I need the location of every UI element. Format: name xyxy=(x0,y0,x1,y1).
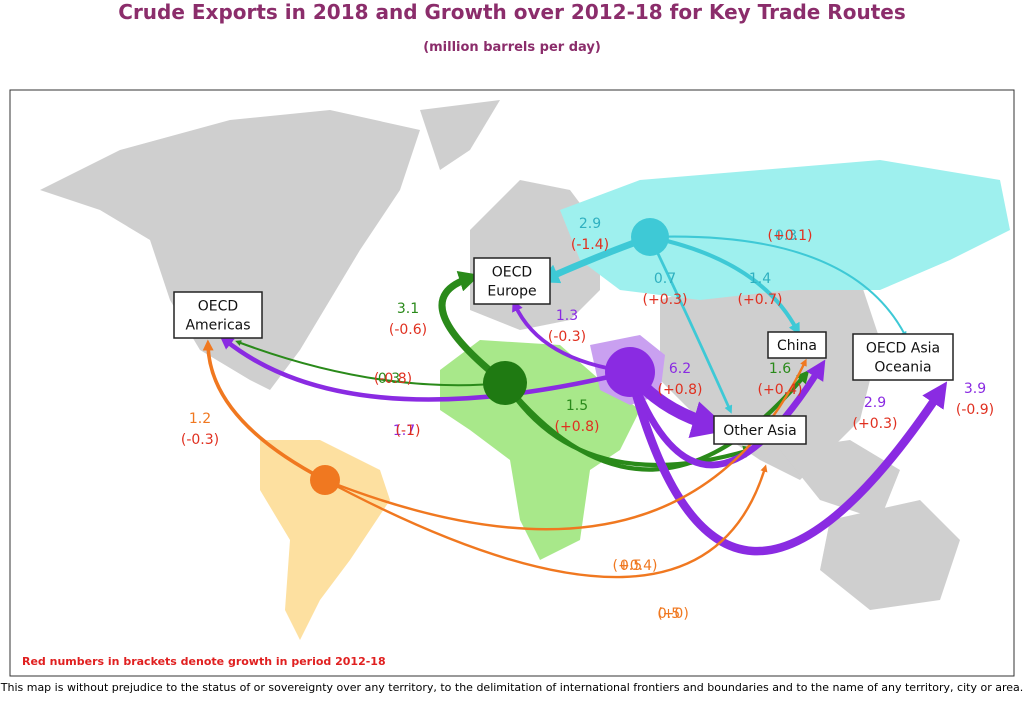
destination-box: OECD Americas xyxy=(173,291,263,339)
flow-value: 1.2 xyxy=(189,411,211,427)
disclaimer: This map is without prejudice to the sta… xyxy=(0,681,1024,694)
destination-frame xyxy=(473,257,551,305)
flow-growth: (+0.3) xyxy=(853,416,898,432)
destination-label: OECD xyxy=(198,299,238,315)
footnote: Red numbers in brackets denote growth in… xyxy=(22,655,386,668)
origin-node xyxy=(310,465,340,495)
flow-value: 0.7 xyxy=(654,271,676,287)
destination-label: Other Asia xyxy=(723,423,797,439)
destination-label: Oceania xyxy=(874,360,931,376)
flow-value: 0.5 xyxy=(620,558,642,574)
flow-value: 1.3 xyxy=(556,308,578,324)
flow-value: 6.2 xyxy=(669,361,691,377)
flow-arrow xyxy=(235,340,506,387)
flow-growth: (+0.8) xyxy=(658,382,703,398)
flow-growth: (-1.4) xyxy=(571,237,609,253)
flow-growth: (-0.9) xyxy=(956,402,994,418)
flow-value: 1.5 xyxy=(566,398,588,414)
north-america xyxy=(40,110,420,390)
greenland xyxy=(420,100,500,170)
flow-growth: (+0.4) xyxy=(758,382,803,398)
title: Crude Exports in 2018 and Growth over 20… xyxy=(118,0,906,24)
origin-node xyxy=(605,347,655,397)
flow-value: 3.1 xyxy=(397,301,419,317)
destination-label: China xyxy=(777,338,817,354)
flow-growth: (+0.8) xyxy=(555,419,600,435)
flow-arrow xyxy=(648,236,733,414)
flow-growth: (+0.3) xyxy=(643,292,688,308)
flow-growth: (-0.3) xyxy=(548,329,586,345)
flow-arrow xyxy=(324,464,768,579)
destination-label: OECD xyxy=(492,265,532,281)
flow-value: 0.3 xyxy=(775,228,797,244)
destination-label: OECD Asia xyxy=(866,341,940,357)
australia xyxy=(820,500,960,610)
flow-arrow xyxy=(649,235,907,338)
flow-value: 2.9 xyxy=(864,395,886,411)
flow-arrow xyxy=(503,381,757,467)
flow-value: 1.4 xyxy=(749,271,771,287)
destination-box: OECD Europe xyxy=(473,257,551,305)
flow-growth: (+0.4) xyxy=(613,558,658,574)
flow-growth: (+0.7) xyxy=(738,292,783,308)
origin-node xyxy=(483,361,527,405)
flow-value: 0.3 xyxy=(378,371,400,387)
flow-growth: (-1) xyxy=(396,423,421,439)
flow-growth: (-0.8) xyxy=(374,371,412,387)
flow-growth: (+0) xyxy=(657,606,689,622)
flow-growth: (-0.3) xyxy=(181,432,219,448)
destination-label: Americas xyxy=(185,318,250,334)
flow-arrow xyxy=(438,271,508,386)
destination-frame xyxy=(852,333,954,381)
south-america-region xyxy=(260,440,390,640)
destination-label: Europe xyxy=(487,284,536,300)
flow-value: 0.5 xyxy=(658,606,680,622)
destination-box: China xyxy=(767,331,827,359)
flow-value: 1.7 xyxy=(393,423,415,439)
destination-frame xyxy=(713,415,807,445)
flow-value: 1.6 xyxy=(769,361,791,377)
destination-frame xyxy=(173,291,263,339)
flow-arrow xyxy=(219,335,631,402)
flow-arrow xyxy=(625,370,948,556)
destination-box: Other Asia xyxy=(713,415,807,445)
maritime-asia xyxy=(780,440,900,520)
flow-growth: (-0.6) xyxy=(389,322,427,338)
flow-growth: (+0.1) xyxy=(768,228,813,244)
subtitle: (million barrels per day) xyxy=(423,40,601,55)
origin-node xyxy=(631,218,669,256)
flow-arrow xyxy=(202,339,326,482)
russia-region xyxy=(560,160,1010,300)
destination-box: OECD Asia Oceania xyxy=(852,333,954,381)
flow-value: 2.9 xyxy=(579,216,601,232)
flow-arrow xyxy=(649,235,800,336)
flow-value: 3.9 xyxy=(964,381,986,397)
destination-frame xyxy=(767,331,827,359)
flow-arrow xyxy=(626,359,826,469)
